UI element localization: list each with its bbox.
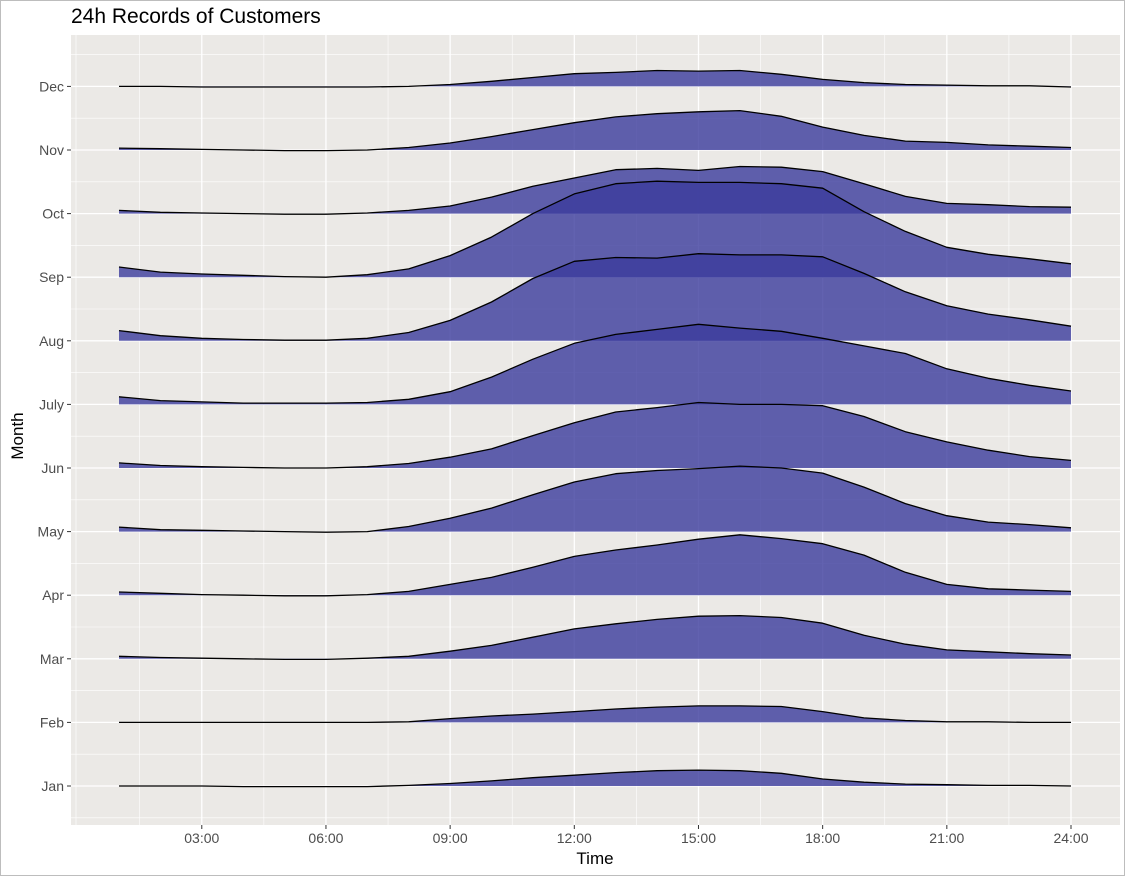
ridge-area-feb (119, 705, 1071, 723)
y-tick-label: Feb (40, 714, 64, 730)
ridge-line-aug (118, 253, 1072, 341)
y-tick-label: Jun (41, 460, 64, 476)
ridge-area-aug (119, 253, 1071, 341)
y-tick-label: Sep (39, 269, 64, 285)
ridge-line-may (118, 465, 1072, 533)
ridge-area-apr (119, 534, 1071, 596)
y-axis-title: Month (8, 412, 27, 460)
y-tick-label: Oct (42, 206, 64, 222)
ridge-area-nov (119, 110, 1071, 151)
ridge-line-jun (118, 401, 1072, 469)
y-tick-label: Jan (41, 778, 64, 794)
ridge-line-mar (118, 614, 1072, 661)
ridge-area-jun (119, 402, 1071, 468)
x-tick-label: 24:00 (1053, 830, 1088, 846)
chart-title: 24h Records of Customers (71, 5, 321, 28)
ridge-line-sep (118, 180, 1072, 278)
y-tick-label: May (38, 524, 64, 540)
y-tick-label: Aug (39, 333, 64, 349)
ridge-line-dec (119, 69, 1072, 88)
x-axis-title: Time (576, 849, 614, 868)
ridge-line-july (118, 323, 1072, 404)
x-tick-label: 18:00 (805, 830, 840, 846)
x-tick-label: 06:00 (308, 830, 343, 846)
x-tick-label: 09:00 (433, 830, 468, 846)
x-tick-label: 12:00 (557, 830, 592, 846)
ridge-area-jan (119, 770, 1071, 787)
ridge-area-july (119, 324, 1071, 405)
y-tick-label: July (39, 396, 64, 412)
y-tick-label: Mar (40, 651, 64, 667)
ridge-area-sep (119, 181, 1071, 278)
x-tick-label: 15:00 (681, 830, 716, 846)
y-tick-label: Apr (42, 587, 64, 603)
ridge-line-feb (119, 705, 1071, 724)
ridge-area-dec (119, 70, 1071, 87)
y-tick-label: Dec (39, 78, 64, 94)
ridge-area-may (119, 466, 1071, 533)
y-tick-label: Nov (39, 142, 64, 158)
ridge-line-apr (118, 534, 1072, 597)
ridge-line-oct (118, 165, 1072, 215)
x-tick-label: 03:00 (184, 830, 219, 846)
ridge-line-nov (118, 109, 1072, 152)
ridge-line-jan (119, 769, 1072, 788)
x-tick-label: 21:00 (929, 830, 964, 846)
